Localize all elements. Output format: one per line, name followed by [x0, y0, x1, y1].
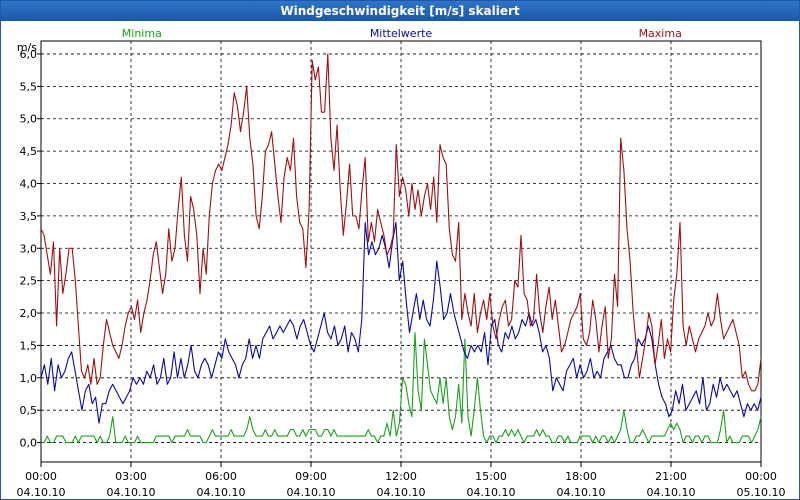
x-tick-time: 15:00: [475, 470, 507, 483]
y-tick-label: 0,5: [20, 404, 38, 417]
y-tick-label: 3,0: [20, 242, 38, 255]
series-line-maxima: [40, 53, 762, 392]
x-tick-date: 04.10.10: [557, 486, 606, 499]
series-line-mittelwerte: [40, 221, 762, 424]
x-tick-time: 12:00: [385, 470, 417, 483]
y-tick-label: 3,5: [20, 210, 38, 223]
series-line-minima: [41, 331, 762, 444]
y-tick-label: 1,5: [20, 339, 38, 352]
window-title: Windgeschwindigkeit [m/s] skaliert: [1, 1, 799, 21]
x-tick-date: 04.10.10: [647, 486, 696, 499]
x-tick-time: 00:00: [25, 470, 57, 483]
x-tick-time: 09:00: [295, 470, 327, 483]
y-tick-label: 0,0: [20, 437, 38, 450]
y-tick-label: 5,5: [20, 80, 38, 93]
y-tick-label: 6,0: [20, 48, 38, 61]
y-axis-label: m/s: [17, 41, 37, 54]
y-tick-label: 2,0: [20, 307, 38, 320]
legend-entry: Minima: [122, 27, 162, 40]
y-tick-label: 5,0: [20, 113, 38, 126]
x-tick-date: 04.10.10: [107, 486, 156, 499]
x-tick-date: 05.10.10: [737, 486, 786, 499]
x-tick-time: 06:00: [205, 470, 237, 483]
y-tick-label: 2,5: [20, 275, 38, 288]
x-tick-date: 04.10.10: [17, 486, 66, 499]
x-tick-date: 04.10.10: [377, 486, 426, 499]
x-tick-time: 03:00: [115, 470, 147, 483]
x-tick-time: 18:00: [565, 470, 597, 483]
legend-entry: Maxima: [639, 27, 682, 40]
y-tick-label: 1,0: [20, 372, 38, 385]
x-tick-date: 04.10.10: [287, 486, 336, 499]
y-tick-label: 4,5: [20, 145, 38, 158]
x-tick-date: 04.10.10: [467, 486, 516, 499]
x-tick-time: 21:00: [655, 470, 687, 483]
x-tick-date: 04.10.10: [197, 486, 246, 499]
x-tick-time: 00:00: [745, 470, 777, 483]
legend-entry: Mittelwerte: [370, 27, 433, 40]
y-tick-label: 4,0: [20, 177, 38, 190]
chart-area: 0,0 0,5 1,0 1,5 2,0 2,5 3,0 3,5 4,0 4,5 5,0 5,5 6,0m…: [17, 27, 786, 499]
